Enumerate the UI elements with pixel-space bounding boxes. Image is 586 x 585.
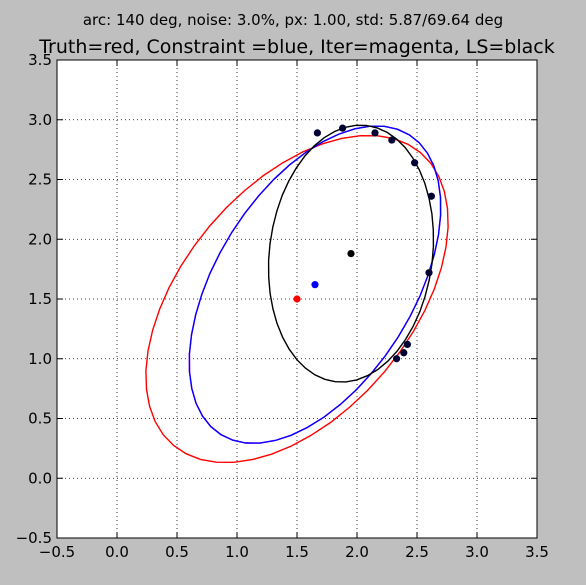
- center-point-ls: [347, 249, 355, 258]
- y-tick-label: −0.5: [16, 529, 52, 547]
- x-tick-label: 2.5: [405, 543, 429, 561]
- data-point: [411, 159, 419, 167]
- center-point-constraint: [311, 281, 319, 289]
- data-point: [313, 129, 321, 137]
- x-tick-labels: −0.5 0.0 0.5 1.0 1.5 2.0 2.5 3.0 3.5: [39, 543, 549, 561]
- x-tick-label: 0.5: [165, 543, 189, 561]
- chart-title: Truth=red, Constraint =blue, Iter=magent…: [38, 36, 555, 58]
- data-point: [393, 355, 401, 363]
- data-point: [388, 136, 396, 144]
- x-tick-label: 1.0: [225, 543, 249, 561]
- x-tick-label: 3.5: [525, 543, 549, 561]
- y-tick-label: 1.0: [28, 350, 52, 368]
- chart-suptitle: arc: 140 deg, noise: 3.0%, px: 1.00, std…: [83, 11, 503, 29]
- axis-ticks: [56, 59, 538, 539]
- ellipse-constraint: [188, 125, 442, 444]
- y-tick-label: 2.5: [28, 171, 52, 189]
- y-tick-label: 1.5: [28, 290, 52, 308]
- y-tick-label: 3.5: [28, 51, 52, 69]
- data-point: [403, 340, 411, 349]
- data-point: [339, 124, 347, 132]
- y-tick-label: 0.5: [28, 410, 52, 428]
- y-tick-label: 3.0: [28, 111, 52, 129]
- y-tick-label: 0.0: [28, 469, 52, 487]
- y-tick-label: 2.0: [28, 230, 52, 248]
- data-point: [400, 349, 408, 357]
- y-tick-labels: −0.5 0.0 0.5 1.0 1.5 2.0 2.5 3.0 3.5: [16, 51, 52, 547]
- x-tick-label: −0.5: [39, 543, 75, 561]
- data-points: [293, 124, 435, 363]
- x-tick-label: 0.0: [105, 543, 129, 561]
- x-tick-label: 3.0: [465, 543, 489, 561]
- x-tick-label: 1.5: [285, 543, 309, 561]
- data-point: [427, 192, 435, 200]
- center-point-truth: [293, 295, 301, 303]
- ellipse-truth: [145, 134, 449, 464]
- data-point: [425, 269, 433, 277]
- data-point: [371, 129, 379, 137]
- x-tick-label: 2.0: [345, 543, 369, 561]
